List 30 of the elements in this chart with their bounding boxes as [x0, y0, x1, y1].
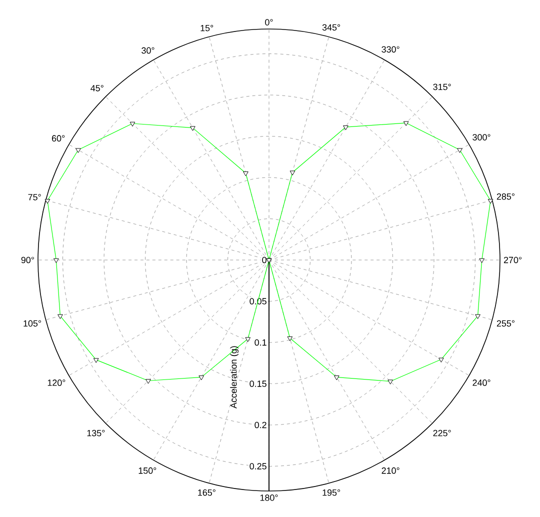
spoke-label: 315°	[433, 84, 451, 90]
spoke-label: 210°	[382, 467, 400, 474]
spoke-label: 105°	[24, 320, 41, 327]
spoke-label: 270°	[504, 256, 522, 264]
spoke-label: 150°	[138, 467, 156, 474]
spoke-label: 15°	[200, 24, 214, 32]
spoke-label: 45°	[90, 84, 104, 92]
y-tick-label: 0.15	[250, 380, 266, 387]
spoke-label: 120°	[48, 380, 66, 386]
y-tick-label: 0.25	[250, 463, 266, 470]
y-tick-label: 0	[262, 256, 266, 264]
spoke-label: 30°	[142, 47, 154, 54]
spoke-label: 165°	[198, 489, 216, 496]
spoke-label: 0°	[265, 19, 273, 26]
spoke-label: 180°	[260, 494, 278, 501]
y-tick-label: 0.2	[254, 422, 266, 428]
spoke-label: 345°	[322, 24, 340, 31]
spoke-label: 255°	[496, 320, 514, 327]
spoke-label: 90°	[21, 256, 34, 264]
text: Acceleration (g)	[230, 346, 238, 408]
spoke-label: 195°	[322, 489, 340, 496]
spoke-label: 285°	[496, 193, 514, 200]
spoke-label: 225°	[433, 430, 451, 436]
spoke-label: 300°	[472, 134, 490, 140]
y-tick-label: 0.1	[254, 339, 266, 346]
spoke-label: 135°	[87, 430, 105, 436]
spoke-label: 240°	[472, 380, 490, 386]
spoke-label: 60°	[52, 135, 65, 142]
spoke-label: 75°	[28, 194, 41, 200]
spoke-label: 330°	[382, 46, 400, 53]
